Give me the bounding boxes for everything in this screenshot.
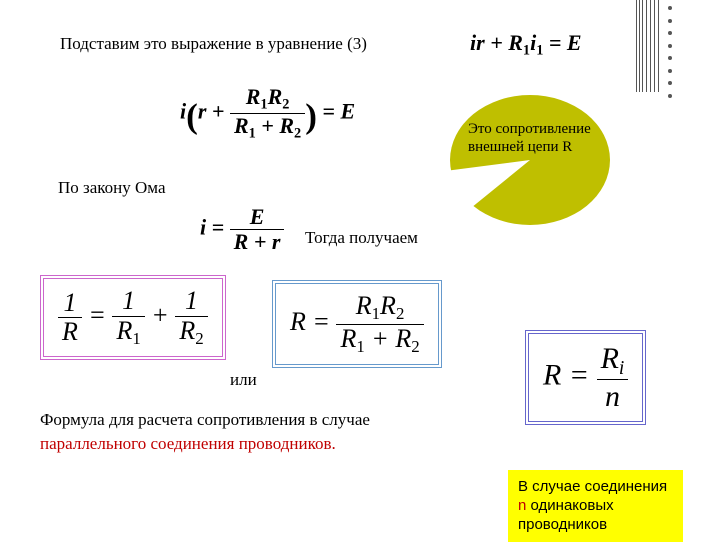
text-description: Формула для расчета сопротивления в случ… <box>40 408 470 456</box>
yellow-pre: В случае соединения <box>518 478 667 495</box>
eq3-rp: ) <box>305 96 317 135</box>
text-ohm: По закону Ома <box>58 178 166 198</box>
text-then: Тогда получаем <box>305 228 418 248</box>
desc-plain: Формула для расчета сопротивления в случ… <box>40 410 370 429</box>
f-tr-ir: ir <box>470 30 485 55</box>
f-tr-R: R <box>508 30 523 55</box>
ohm-eq: = <box>206 215 230 240</box>
ohm-frac: E R + r <box>230 205 285 254</box>
eq3-plus: + <box>206 99 230 124</box>
yellow-post: одинаковых проводников <box>518 497 614 533</box>
decorative-dots <box>668 0 678 104</box>
formula-box-2: R = R1R2 R1 + R2 <box>272 280 442 368</box>
decorative-lines <box>636 0 658 92</box>
desc-red: параллельного соединения проводников. <box>40 434 336 453</box>
eq3-lp: ( <box>186 96 198 135</box>
text-line1: Подставим это выражение в уравнение (3) <box>60 34 367 54</box>
eq3-eq: = <box>317 99 341 124</box>
f-tr-plus: + <box>485 30 509 55</box>
f-tr-eq: = <box>543 30 567 55</box>
callout-text: Это сопротивление внешней цепи R <box>468 120 608 156</box>
text-or: или <box>230 370 257 390</box>
yellow-note: В случае соединения n одинаковых проводн… <box>508 470 683 542</box>
formula-top-right: ir + R1i1 = E <box>470 30 582 59</box>
f-tr-E: E <box>567 30 582 55</box>
eq3-E: E <box>340 99 355 124</box>
formula-eq3: i(r + R1R2 R1 + R2 ) = E <box>180 85 355 142</box>
formula-box-1: 1R = 1R1 + 1R2 <box>40 275 226 360</box>
callout-pacman <box>450 95 610 225</box>
eq3-frac: R1R2 R1 + R2 <box>230 85 305 142</box>
formula-ohm: i = E R + r <box>200 205 284 254</box>
formula-box-3: R = Ri n <box>525 330 646 425</box>
f-tr-sub1: 1 <box>523 42 530 58</box>
